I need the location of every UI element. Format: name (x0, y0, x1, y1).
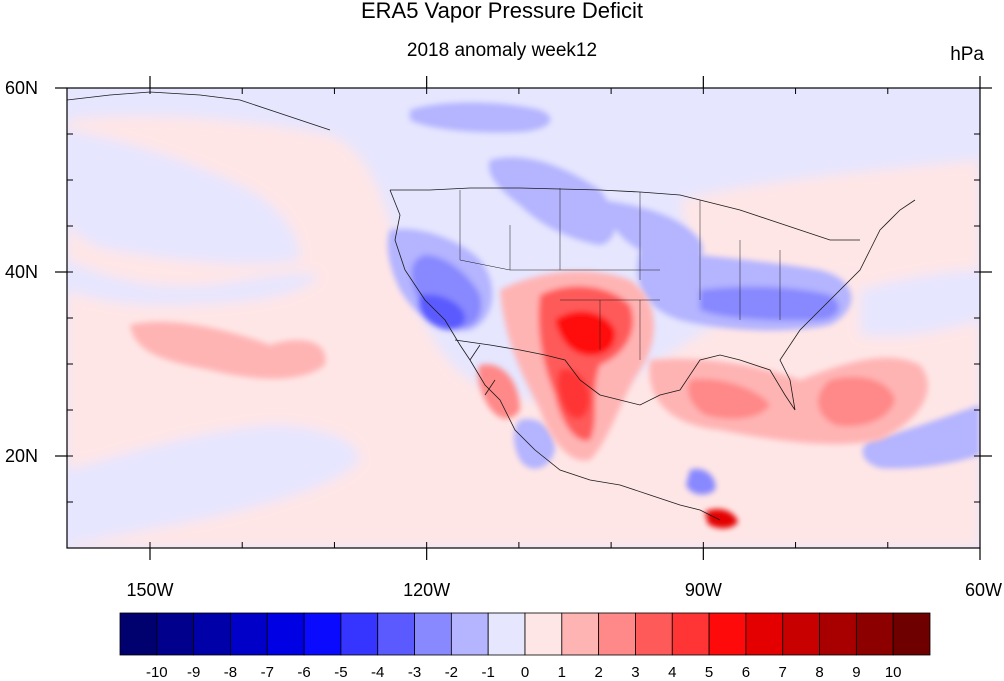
colorbar-box (892, 612, 931, 656)
colorbar-label: -10 (146, 664, 168, 681)
california-dark-blue (418, 294, 466, 330)
colorbar-box (487, 612, 526, 656)
colorbar-label: -8 (224, 664, 237, 681)
colorbar-box (414, 612, 452, 656)
northwest-blue (489, 157, 615, 245)
colorbar-label: 0 (521, 664, 529, 681)
northern-plains-blue (600, 200, 703, 261)
colorbar-label: 5 (705, 664, 713, 681)
us-northeast-neutral (680, 160, 980, 290)
colorbar-box (745, 612, 784, 656)
colorbar-label: 8 (815, 664, 823, 681)
y-tick-label: 40N (5, 262, 38, 282)
caribbean-east-blue (862, 405, 980, 469)
colorbar-box (671, 612, 710, 656)
colorbar-box (598, 612, 636, 656)
colorbar-box (266, 612, 305, 656)
colorbar-label: 10 (885, 664, 902, 681)
x-tick-label: 60W (965, 580, 1002, 600)
colorbar-box (450, 612, 489, 656)
negative-anomalies (387, 102, 980, 495)
colorbar-box (561, 612, 600, 656)
y-tick-label: 20N (5, 446, 38, 466)
colorbar-box (119, 612, 158, 656)
gulf-of-alaska-blue (410, 102, 551, 133)
colorbar-label: -3 (408, 664, 421, 681)
units-label: hPa (950, 44, 984, 65)
colorbar-label: -9 (187, 664, 200, 681)
figure-title: ERA5 Vapor Pressure Deficit (360, 0, 644, 23)
north-america-coastline (389, 189, 916, 521)
colorbar-label: 4 (668, 664, 676, 681)
state-lines (459, 188, 781, 360)
coastlines (67, 91, 916, 521)
colorbar-box (855, 612, 894, 656)
colorbar-label: -5 (334, 664, 347, 681)
colorbar-box (230, 612, 268, 656)
colorbar-label: -1 (482, 664, 495, 681)
pacific-blue-west (67, 130, 300, 265)
axis-ticks: 150W 120W 90W 60W 60N 40N 20N (5, 76, 1002, 600)
east-pacific-blue-patches (514, 419, 555, 469)
colorbar-label: 9 (852, 664, 860, 681)
colorbar-label: 7 (779, 664, 787, 681)
colorbar-box (524, 612, 563, 656)
us-states-border-north (390, 187, 860, 241)
us-mexico-border (454, 339, 601, 396)
subtropical-pacific-band (67, 425, 360, 545)
colorbar-box (819, 612, 857, 656)
map-area (67, 88, 980, 548)
mid-atlantic-blue (700, 286, 839, 321)
colorbar-label: 1 (558, 664, 566, 681)
x-tick-label: 90W (685, 580, 722, 600)
pacific-blue-midlat (67, 260, 320, 305)
subtropical-pacific-pink (130, 321, 326, 379)
x-tick-label: 120W (403, 580, 450, 600)
colorbar-box (156, 612, 195, 656)
colorbar-label: 2 (594, 664, 602, 681)
colorbar-label: -2 (445, 664, 458, 681)
atlantic-red (818, 376, 895, 427)
colorbar-label: -4 (371, 664, 384, 681)
central-america-blue (686, 468, 716, 495)
colorbar-label: -7 (261, 664, 274, 681)
alaska-coast (67, 91, 331, 131)
baja-red (477, 364, 520, 419)
colorbar-box (708, 612, 747, 656)
colorbar-box (377, 612, 415, 656)
colorbar-box (303, 612, 342, 656)
figure-subtitle: 2018 anomaly week12 (406, 40, 598, 61)
colorbar-label: 3 (631, 664, 639, 681)
colorbar-label: -6 (297, 664, 310, 681)
x-tick-label: 150W (126, 580, 173, 600)
gulf-of-mexico-red (688, 379, 770, 419)
eastern-atlantic-band (860, 270, 980, 337)
colorbar-box (782, 612, 820, 656)
y-tick-label: 60N (5, 78, 38, 98)
colorbar-label: 6 (742, 664, 750, 681)
anomaly-field (67, 91, 980, 548)
colorbar-box (193, 612, 231, 656)
colorbar-box (635, 612, 673, 656)
colorbar: -10 -9 -8 -7 -6 -5 -4 -3 -2 -1 0 1 2 3 4 5 6 7 8 9 10 (119, 612, 931, 681)
central-america-dark-red (705, 509, 738, 529)
colorbar-box (340, 612, 379, 656)
